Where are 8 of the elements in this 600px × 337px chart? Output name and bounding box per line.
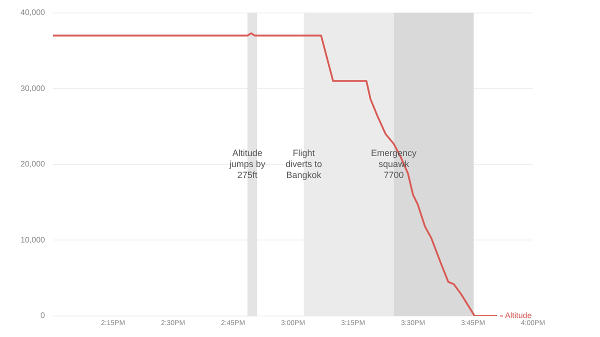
y-tick-label: 20,000 <box>20 160 46 169</box>
y-tick-label: 40,000 <box>20 8 46 18</box>
band-label: Altitude jumps by 275ft <box>228 148 266 180</box>
y-tick-label: 0 <box>40 311 46 320</box>
y-tick-label: 30,000 <box>20 84 46 93</box>
legend-label: Altitude <box>505 311 532 320</box>
y-tick-label: 10,000 <box>20 235 46 244</box>
band-label: Flight diverts to Bangkok <box>286 148 322 180</box>
